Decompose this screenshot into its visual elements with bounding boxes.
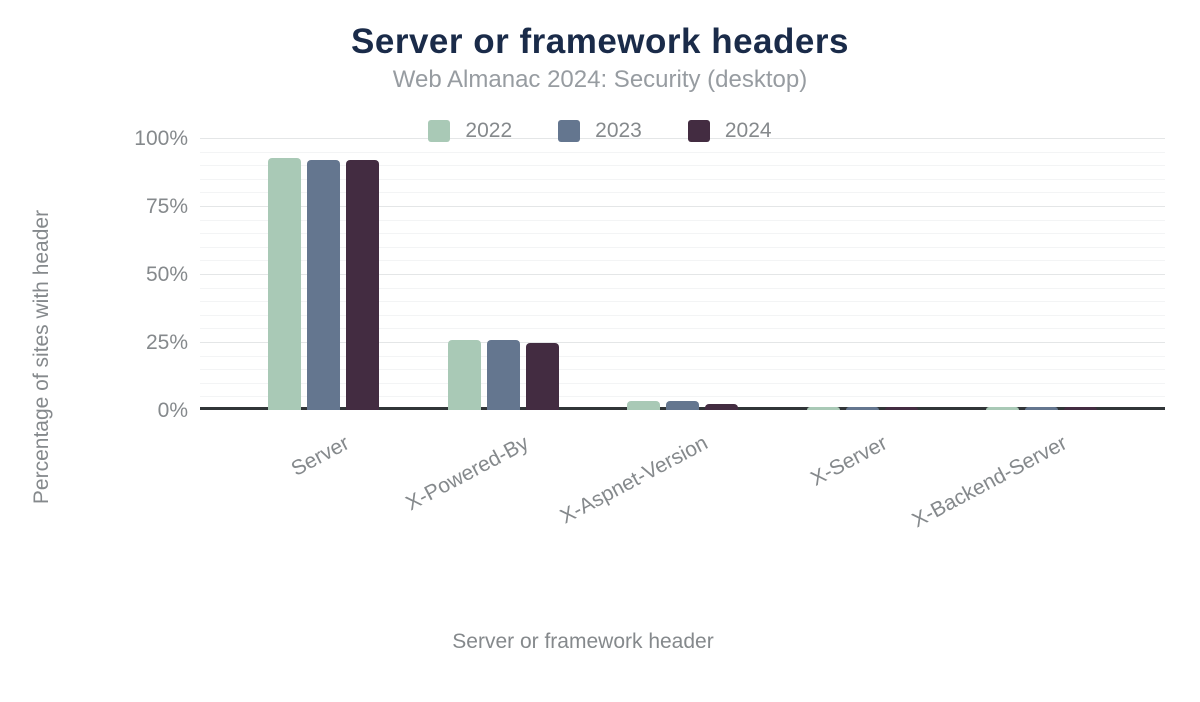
bar-x-powered-by-2024 <box>525 342 559 410</box>
y-tick-label: 0% <box>157 399 188 422</box>
bar-x-aspnet-version-2022 <box>627 401 660 410</box>
bar-x-backend-server-2024 <box>1064 407 1097 410</box>
gridline-minor <box>200 382 1165 384</box>
gridline-minor <box>200 165 1165 167</box>
bar-x-backend-server-2023 <box>1025 406 1058 410</box>
bar-server-2024 <box>346 160 379 410</box>
bar-x-backend-server-2022 <box>986 406 1019 410</box>
legend-swatch-icon <box>558 120 581 142</box>
y-tick-label: 50% <box>145 263 188 286</box>
gridline-minor <box>200 396 1165 398</box>
chart-title: Server or framework headers <box>351 22 849 61</box>
legend-swatch-icon <box>687 120 710 142</box>
gridline-minor <box>200 219 1165 221</box>
x-tick-label-x-aspnet-version: X-Aspnet-Version <box>556 431 712 529</box>
gridline-minor <box>200 287 1165 289</box>
legend-label: 2024 <box>724 119 772 142</box>
x-tick-label-server: Server <box>287 431 353 481</box>
gridline-major <box>200 206 1165 207</box>
gridline-minor <box>200 314 1165 316</box>
bar-server-2023 <box>307 160 340 410</box>
plot-area <box>200 138 1165 410</box>
legend-swatch-icon <box>428 120 451 142</box>
gridline-minor <box>200 328 1165 330</box>
gridline-minor <box>200 369 1165 371</box>
gridline-minor <box>200 178 1165 180</box>
legend-item-2022: 2022 <box>428 120 512 142</box>
legend: 2022 2023 2024 <box>0 120 1200 142</box>
legend-label: 2023 <box>595 119 642 142</box>
y-tick-label: 75% <box>145 195 188 218</box>
gridline-minor <box>200 151 1165 153</box>
bar-server-2022 <box>268 157 301 410</box>
bar-x-powered-by-2023 <box>486 340 520 410</box>
gridline-minor <box>200 355 1165 357</box>
x-axis-title: Server or framework header <box>452 630 714 653</box>
gridline-minor <box>200 260 1165 262</box>
gridline-minor <box>200 192 1165 194</box>
bar-x-server-2024 <box>884 406 918 410</box>
gridline-minor <box>200 233 1165 235</box>
legend-label: 2022 <box>465 119 513 142</box>
gridline-minor <box>200 246 1165 248</box>
gridline-major <box>200 138 1165 139</box>
gridline-minor <box>200 301 1165 303</box>
x-tick-label-x-backend-server: X-Backend-Server <box>908 431 1071 533</box>
bar-x-server-2023 <box>845 406 879 410</box>
bar-x-server-2022 <box>806 406 840 410</box>
gridline-major <box>200 342 1165 343</box>
y-tick-label: 25% <box>145 331 188 354</box>
chart-subtitle: Web Almanac 2024: Security (desktop) <box>392 66 808 93</box>
bar-x-powered-by-2022 <box>447 340 481 410</box>
legend-item-2023: 2023 <box>558 120 642 142</box>
y-tick-label: 100% <box>134 127 188 150</box>
x-tick-label-x-server: X-Server <box>807 431 892 491</box>
y-axis-title: Percentage of sites with header <box>30 209 53 505</box>
legend-item-2024: 2024 <box>687 119 772 142</box>
x-tick-label-x-powered-by: X-Powered-By <box>401 431 533 516</box>
bar-x-aspnet-version-2024 <box>705 403 738 410</box>
gridline-major <box>200 274 1165 275</box>
bar-x-aspnet-version-2023 <box>666 401 699 410</box>
